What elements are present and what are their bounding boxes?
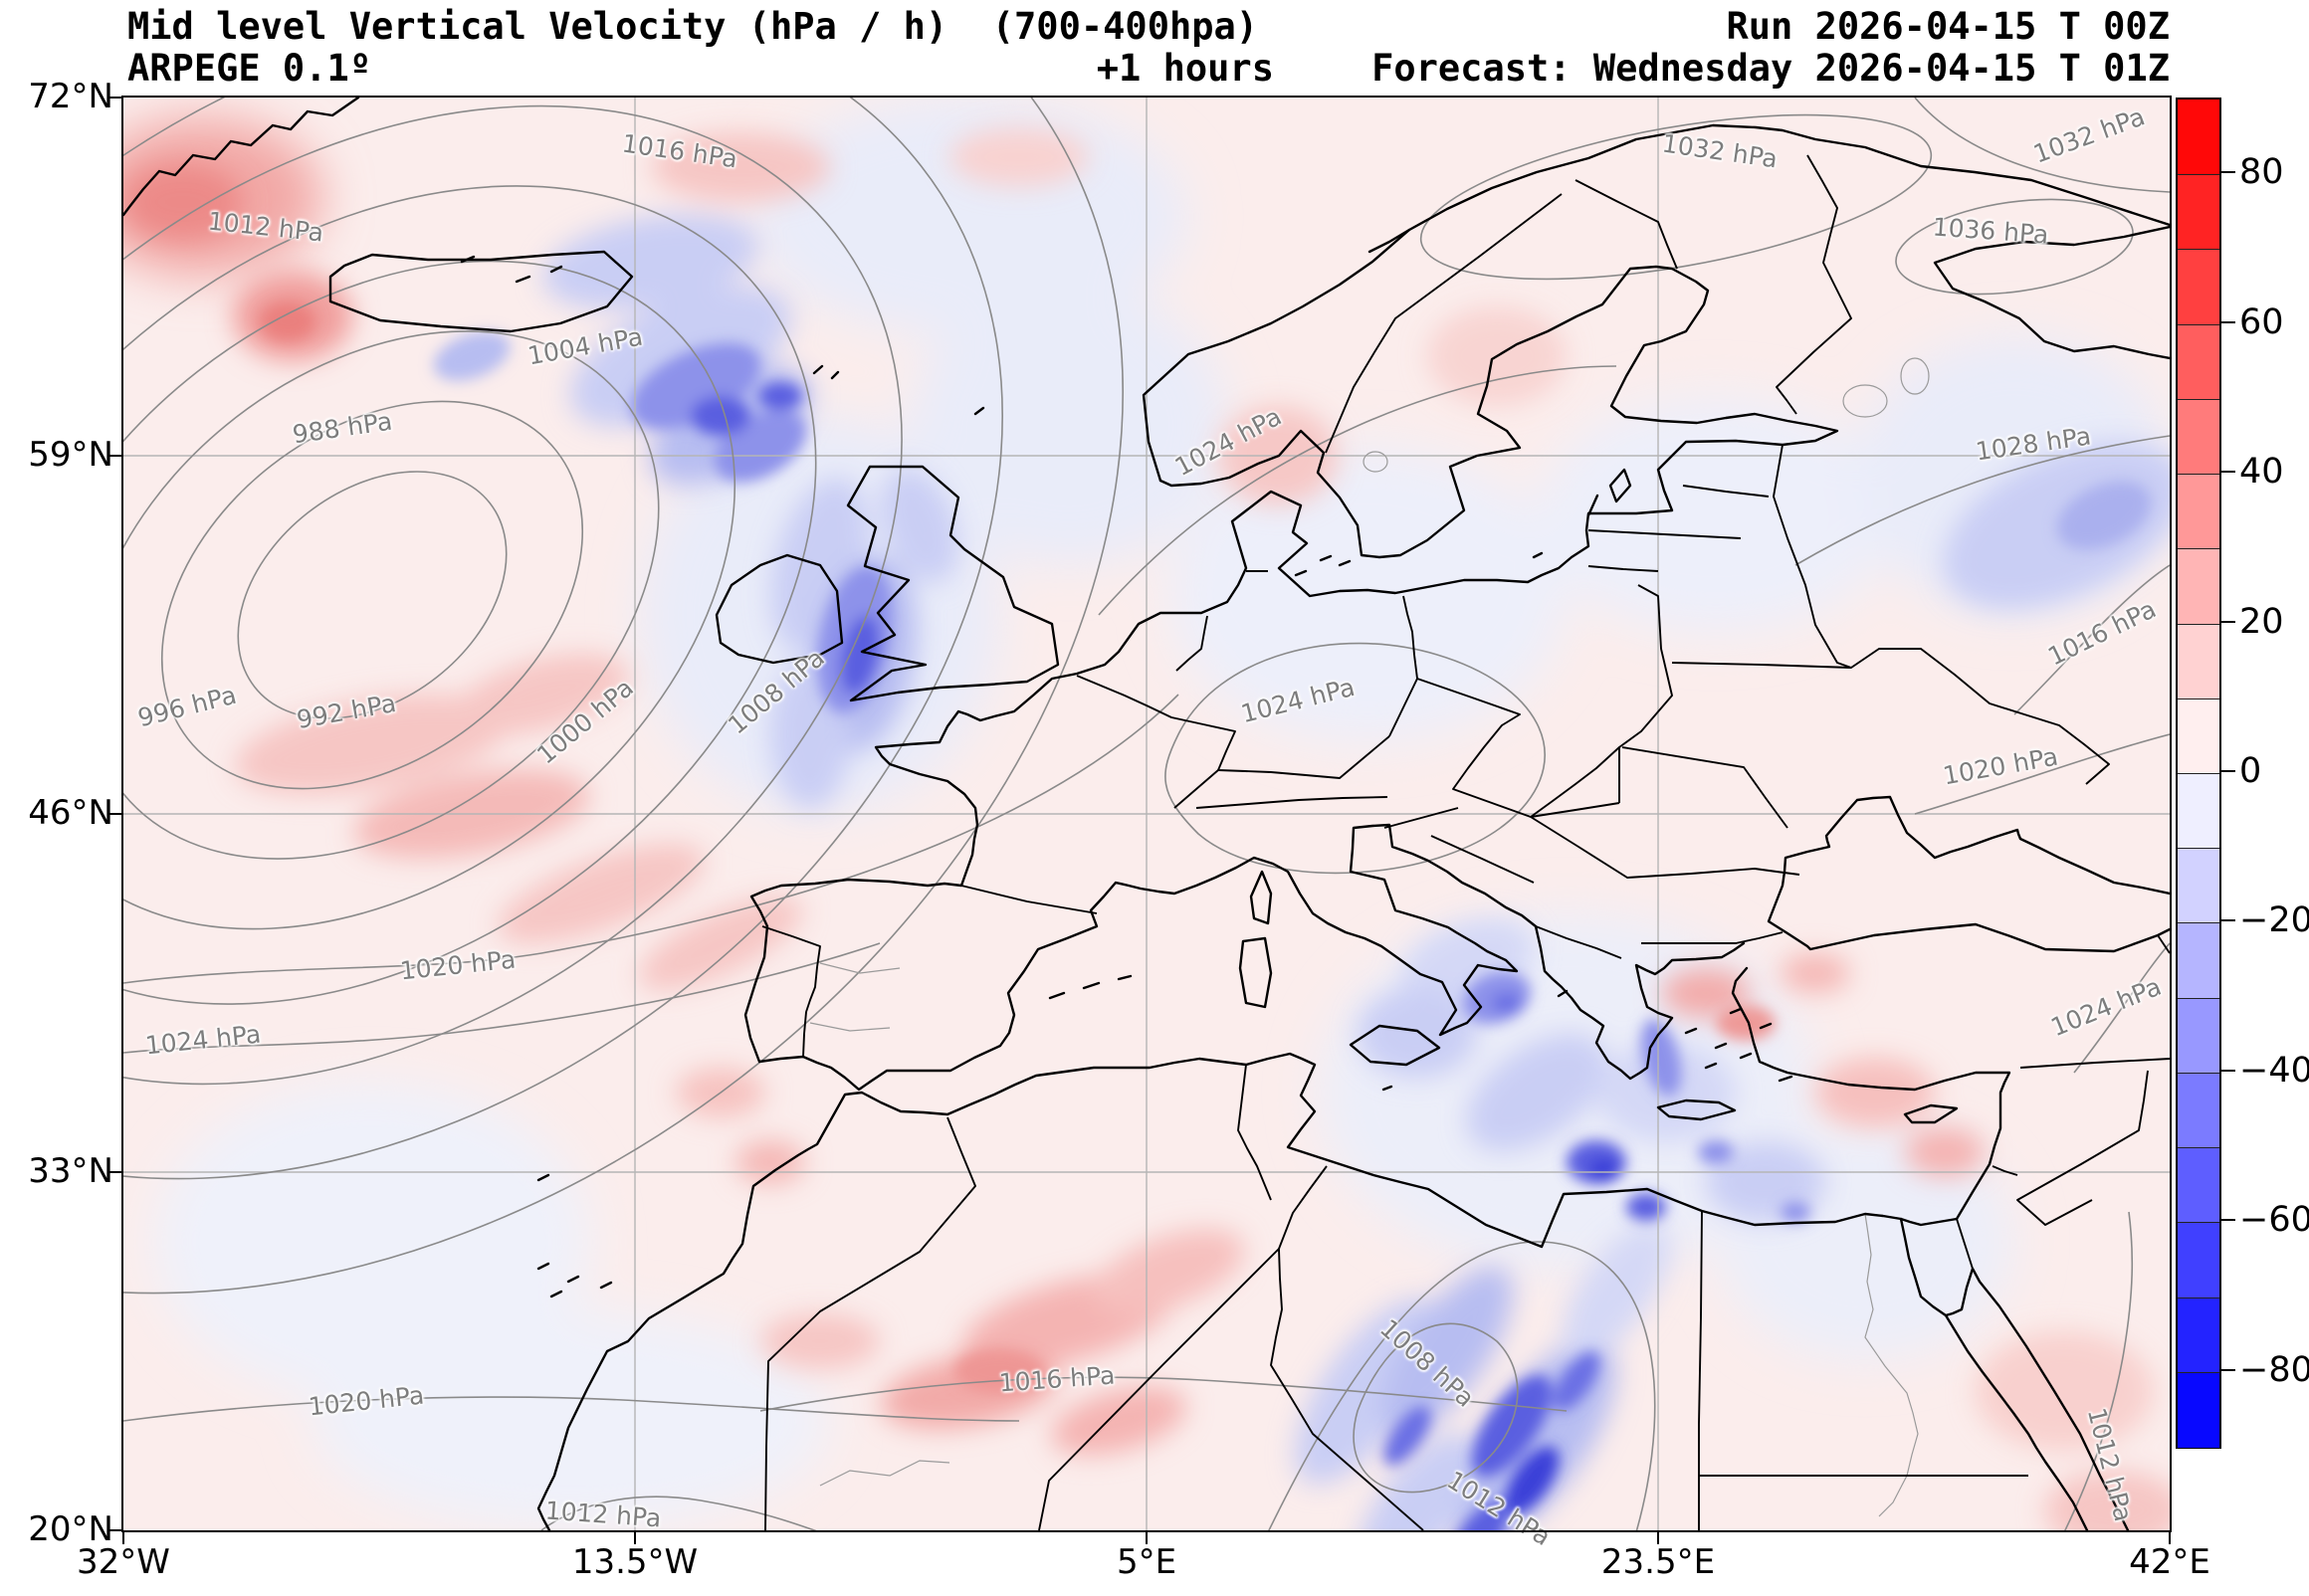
colorbar-segment: [2178, 922, 2219, 999]
colorbar-tick-mark: [2221, 770, 2235, 772]
lon-tick-mark: [122, 1530, 124, 1544]
map-svg: [123, 98, 2170, 1530]
page-title: Mid level Vertical Velocity (hPa / h) (7…: [127, 5, 1259, 48]
lat-tick-mark: [109, 813, 123, 815]
lon-tick-label: 5°E: [1116, 1542, 1177, 1582]
colorbar-segment: [2178, 1147, 2219, 1224]
lat-tick-label: 59°N: [28, 435, 113, 475]
colorbar-segment: [2178, 1297, 2219, 1373]
colorbar: [2176, 98, 2221, 1449]
colorbar-segment: [2178, 1072, 2219, 1149]
lat-tick-label: 72°N: [28, 77, 113, 116]
lon-tick-label: 32°W: [77, 1542, 170, 1582]
lat-tick-label: 46°N: [28, 793, 113, 833]
colorbar-segment: [2178, 174, 2219, 251]
colorbar-tick-mark: [2221, 1219, 2235, 1222]
lon-tick-mark: [1146, 1530, 1148, 1544]
rivers: [809, 357, 1930, 1517]
colorbar-tick-mark: [2221, 320, 2235, 323]
colorbar-tick-mark: [2221, 471, 2235, 474]
coastlines: [123, 98, 2170, 1530]
colorbar-segment: [2178, 623, 2219, 699]
lon-tick-label: 23.5°E: [1600, 1542, 1716, 1582]
colorbar-tick-mark: [2221, 620, 2235, 623]
colorbar-segment: [2178, 323, 2219, 400]
lon-tick-label: 42°E: [2129, 1542, 2210, 1582]
colorbar-segment: [2178, 1371, 2219, 1448]
lead-time-label: +1 hours: [1096, 47, 1274, 90]
isobar-contours: [123, 98, 2170, 1530]
colorbar-segment: [2178, 548, 2219, 625]
colorbar-segment: [2178, 773, 2219, 850]
graticule: [123, 98, 2170, 1530]
colorbar-tick-mark: [2221, 1368, 2235, 1371]
lat-tick-mark: [109, 97, 123, 99]
lat-tick-mark: [109, 1529, 123, 1531]
lon-tick-mark: [634, 1530, 636, 1544]
colorbar-segment: [2178, 698, 2219, 774]
run-label: Run 2026-04-15 T 00Z: [1726, 5, 2170, 48]
lon-tick-mark: [2169, 1530, 2171, 1544]
lon-tick-mark: [1657, 1530, 1659, 1544]
colorbar-segment: [2178, 1222, 2219, 1298]
colorbar-segment: [2178, 848, 2219, 924]
lat-tick-mark: [109, 1171, 123, 1173]
forecast-label: Forecast: Wednesday 2026-04-15 T 01Z: [1371, 47, 2170, 90]
lat-tick-label: 33°N: [28, 1151, 113, 1191]
lon-tick-label: 13.5°W: [571, 1542, 699, 1582]
colorbar-tick-mark: [2221, 171, 2235, 174]
colorbar-segment: [2178, 100, 2219, 175]
colorbar-segment: [2178, 997, 2219, 1074]
model-label: ARPEGE 0.1º: [127, 47, 372, 90]
colorbar-tick-mark: [2221, 919, 2235, 922]
colorbar-segment: [2178, 474, 2219, 550]
colorbar-segment: [2178, 398, 2219, 476]
lat-tick-label: 20°N: [28, 1509, 113, 1549]
country-borders: [761, 154, 2170, 1530]
map-canvas: [123, 98, 2170, 1530]
colorbar-tick-mark: [2221, 1069, 2235, 1072]
lat-tick-mark: [109, 455, 123, 457]
map-frame: [121, 96, 2172, 1532]
colorbar-segment: [2178, 249, 2219, 325]
